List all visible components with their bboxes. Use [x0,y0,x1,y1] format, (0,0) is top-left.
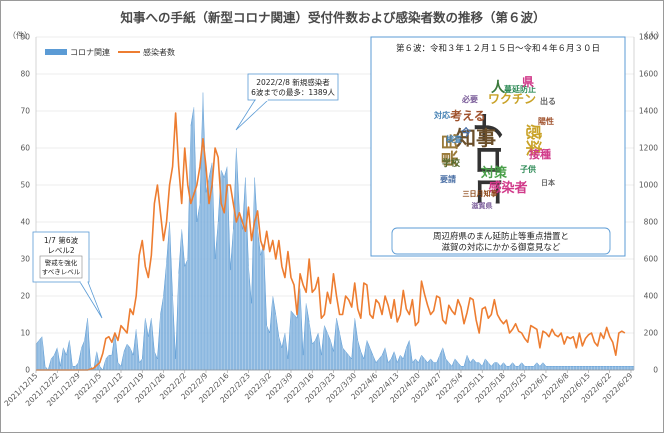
y-right-tick-label: 1400 [639,107,658,116]
y-right-unit: （人） [640,31,664,40]
y-left-tick-label: 20 [20,292,30,301]
y-left-tick-label: 90 [20,33,30,42]
wordcloud-word: 蔓延防止 [504,84,536,94]
inset-note-box [391,227,611,255]
wordcloud-bg [428,66,568,222]
wordcloud-word: 学校 [442,157,461,169]
y-left-tick-label: 40 [20,218,30,227]
wordcloud-word: 県 [522,75,534,89]
peak-callout: 2022/2/8 新規感染者 6波までの最多：1389人 [235,73,339,131]
legend: コロナ関連 感染者数 [45,47,175,57]
level2-line-2: レベル2 [47,246,74,255]
wordcloud-word: 対応 [433,110,450,120]
y-left-tick-label: 30 [20,255,30,264]
peak-callout-joint [255,98,268,101]
y-left-tick-label: 60 [20,144,30,153]
wordcloud-word: 接種 [529,147,551,161]
y-right-tick-label: 800 [644,218,659,227]
level2-sub-box [39,255,83,279]
wordcloud-word: ワクチン [488,92,536,106]
wordcloud-word: 感染者 [488,180,527,196]
y-left-ticks: 0 10 20 30 40 50 60 70 80 90 [20,33,30,375]
wordcloud-word: 人 [491,79,506,96]
y-right-tick-label: 400 [644,292,659,301]
wordcloud-word: 知事 [456,126,496,150]
y-right-tick-label: 1600 [639,70,658,79]
level2-callout-pointer [79,281,103,319]
wordcloud-word: 考える [450,108,486,123]
y-right-tick-label: 1200 [639,144,658,153]
level2-callout: 1/7 第6波 レベル2 警戒を強化 すべきレベル [32,231,103,319]
wordcloud-word: 必要 [461,94,478,104]
y-right-tick-label: 600 [644,255,659,264]
wordcloud-word: 対策 [480,165,508,181]
y-left-tick-label: 50 [20,181,30,190]
peak-callout-line-2: 6波までの最多：1389人 [251,87,335,97]
wordcloud-word: 感染 [524,124,543,157]
legend-swatch-area [45,49,67,55]
wordcloud-word: 検査 [446,134,463,144]
axes [35,37,635,371]
wordcloud-word: 陽性 [538,116,554,126]
wordcloud-word: 子供 [520,164,536,174]
level2-line-1: 1/7 第6波 [44,235,79,245]
chart-title: 知事への手紙（新型コロナ関連）受付件数および感染者数の推移（第６波） [119,10,545,25]
wordcloud-word: 出る [540,96,556,106]
wordcloud-word: 滋賀県 [472,201,493,210]
line-series-infections [36,112,626,371]
line-series-layer [36,112,626,371]
y-left-unit: （件） [8,30,32,40]
y-right-tick-label: 200 [644,329,659,338]
wordcloud-word: 日本 [541,178,555,187]
y-left-tick-label: 10 [20,329,30,338]
y-right-tick-label: 0 [653,366,658,375]
y-right-tick-label: 1800 [639,33,658,42]
inset-title: 第６波：令和３年１２月１５日～令和４年６月３０日 [396,43,600,54]
inset-note-line-2: 滋賀の対応にかかる御意見など [441,242,561,253]
legend-label-area: コロナ関連 [70,47,110,57]
wordcloud-word: 県民 [441,133,461,167]
inset-note-line-1: 周辺府県のまん延防止等重点措置と [433,231,569,242]
peak-callout-box [247,73,339,101]
level2-sub-2: すべきレベル [42,268,81,276]
y-left-tick-label: 0 [25,366,30,375]
level2-sub-1: 警戒を強化 [45,258,78,267]
wordcloud-word: 三日月知事 [463,189,498,198]
peak-callout-line-1: 2022/2/8 新規感染者 [256,77,330,87]
wordcloud-word: 要請 [440,174,456,184]
legend-label-line: 感染者数 [143,47,175,57]
x-ticks: 2021/12/152021/12/222021/12/292022/1/520… [2,370,635,408]
wordcloud-word: コロナ [470,112,508,208]
level2-callout-joint [80,280,88,283]
y-right-ticks: 0 200 400 600 800 1000 1200 1400 1600 1800 [639,33,658,375]
wordcloud-word: 今 [460,126,472,139]
y-left-tick-label: 70 [20,107,30,116]
peak-callout-pointer [235,99,270,131]
y-right-tick-label: 1000 [639,181,658,190]
y-left-tick-label: 80 [20,70,30,79]
